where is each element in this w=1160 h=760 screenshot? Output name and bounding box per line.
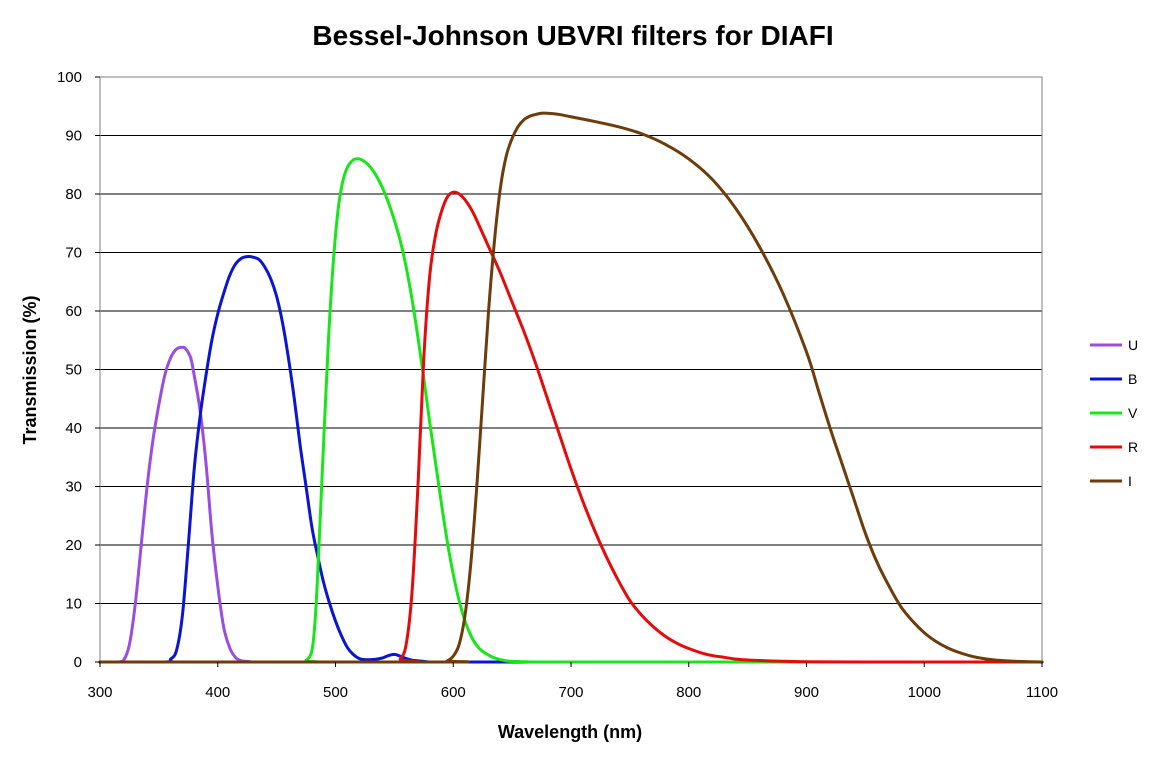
y-tick-label: 60 (65, 303, 82, 320)
y-tick-label: 100 (57, 69, 82, 86)
x-tick-label: 900 (794, 684, 819, 701)
y-tick-label: 40 (65, 420, 82, 437)
x-tick-label: 1100 (1026, 684, 1058, 701)
y-tick-label: 0 (74, 654, 82, 671)
x-tick-label: 400 (205, 684, 230, 701)
chart-title: Bessel-Johnson UBVRI filters for DIAFI (312, 20, 833, 51)
series-line-u (98, 345, 1044, 664)
x-tick-label: 800 (676, 684, 701, 701)
x-tick-label: 700 (558, 684, 583, 701)
series-line-b (98, 255, 1044, 664)
legend-label-b: B (1128, 371, 1137, 387)
legend: U B V R I (1090, 337, 1138, 489)
x-tick-label: 300 (87, 684, 112, 701)
x-tick-label: 500 (323, 684, 348, 701)
y-tick-label: 30 (65, 479, 82, 496)
y-tick-labels: 0 10 20 30 40 50 60 70 80 90 100 (57, 69, 100, 671)
grid-layer (100, 135, 1042, 604)
y-tick-label: 10 (65, 596, 82, 613)
legend-label-u: U (1128, 337, 1138, 353)
x-tick-label: 600 (441, 684, 466, 701)
series-line-v (98, 157, 1044, 664)
y-tick-label: 90 (65, 128, 82, 145)
series-layer (98, 111, 1044, 664)
x-tick-label: 1000 (908, 684, 941, 701)
series-line-i (98, 111, 1044, 664)
y-tick-label: 70 (65, 245, 82, 262)
x-tick-labels: 300 400 500 600 700 800 900 1000 1100 (87, 662, 1058, 701)
y-axis-label: Transmission (%) (20, 295, 40, 444)
legend-label-r: R (1128, 439, 1138, 455)
legend-label-v: V (1128, 405, 1138, 421)
y-tick-label: 20 (65, 537, 82, 554)
series-line-r (98, 190, 1044, 664)
legend-label-i: I (1128, 473, 1132, 489)
y-tick-label: 80 (65, 186, 82, 203)
y-tick-label: 50 (65, 362, 82, 379)
x-axis-label: Wavelength (nm) (498, 722, 642, 742)
